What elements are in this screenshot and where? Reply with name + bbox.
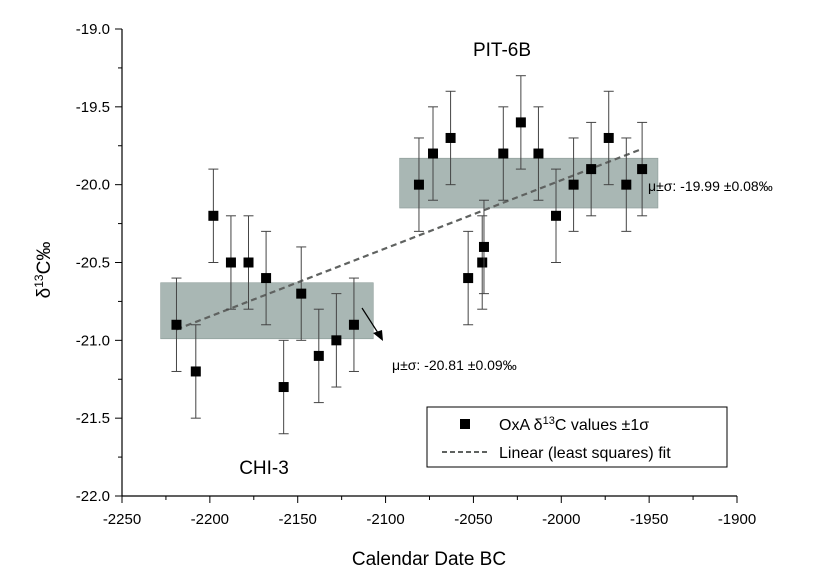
x-tick-label-7: -1900 <box>718 511 756 528</box>
data-point-7 <box>296 246 307 341</box>
y-tick-label-5: -21.5 <box>76 410 110 427</box>
data-point-10 <box>348 277 359 372</box>
marker-16 <box>478 241 489 252</box>
marker-6 <box>278 382 289 393</box>
y-axis-title-rest: C‰ <box>34 242 55 275</box>
fit-layer <box>176 147 643 331</box>
x-tick-label-1: -2200 <box>191 511 229 528</box>
marker-25 <box>637 164 648 175</box>
band-pit-6b <box>399 157 659 209</box>
legend-entry-values-suffix: C values ±1σ <box>555 417 649 434</box>
annotation-arrow <box>361 307 383 341</box>
marker-22 <box>586 164 597 175</box>
fit-line <box>176 147 643 331</box>
bands-layer <box>160 157 659 340</box>
marker-5 <box>261 273 272 284</box>
x-axis-title: Calendar Date BC <box>352 549 506 570</box>
legend-entry-fit: Linear (least squares) fit <box>499 445 671 462</box>
legend-entry-values-superscript: 13 <box>543 415 555 427</box>
data-point-1 <box>190 324 201 419</box>
marker-11 <box>413 179 424 190</box>
data-point-3 <box>225 215 236 310</box>
data-point-11 <box>413 137 424 232</box>
legend-box <box>426 406 728 468</box>
data-point-6 <box>278 339 289 435</box>
axes: -2250 -2200 -2150 -2100 -2050 -2000 -1950 -1900… <box>76 21 756 528</box>
data-point-8 <box>313 308 324 404</box>
x-tick-label-0: -2250 <box>103 511 141 528</box>
x-tick-label-4: -2050 <box>454 511 492 528</box>
data-point-14 <box>463 230 474 326</box>
data-point-9 <box>331 293 342 388</box>
data-point-22 <box>586 121 597 217</box>
label-pit-6b: PIT-6B <box>473 40 531 61</box>
y-tick-label-0: -19.0 <box>76 21 110 38</box>
marker-21 <box>568 179 579 190</box>
data-point-5 <box>261 230 272 326</box>
y-axis-title: δ13C‰ <box>32 242 55 299</box>
marker-20 <box>551 210 562 221</box>
data-point-12 <box>428 106 439 201</box>
data-point-24 <box>621 137 632 232</box>
data-point-4 <box>243 215 254 310</box>
y-tick-label-1: -19.5 <box>76 99 110 116</box>
marker-12 <box>428 148 439 159</box>
marker-7 <box>296 288 307 299</box>
marker-1 <box>190 366 201 377</box>
band-chi-3 <box>160 282 374 340</box>
data-point-25 <box>637 121 648 217</box>
legend: OxA δ13C values ±1σ Linear (least square… <box>426 406 728 468</box>
stat-pit-6b: μ±σ: -19.99 ±0.08‰ <box>648 178 773 194</box>
marker-2 <box>208 210 219 221</box>
data-point-0 <box>171 277 182 372</box>
marker-14 <box>463 273 474 284</box>
marker-18 <box>515 117 526 128</box>
legend-entry-values-prefix: OxA δ <box>499 417 543 434</box>
y-axis-title-superscript: 13 <box>32 274 46 288</box>
x-tick-label-6: -1950 <box>630 511 668 528</box>
data-point-13 <box>445 90 456 186</box>
marker-15 <box>477 257 488 268</box>
marker-19 <box>533 148 544 159</box>
data-point-19 <box>533 106 544 201</box>
data-point-15 <box>477 215 488 310</box>
legend-entry-values: OxA δ13C values ±1σ <box>499 415 649 434</box>
marker-3 <box>225 257 236 268</box>
y-tick-label-3: -20.5 <box>76 255 110 272</box>
data-point-2 <box>208 168 219 263</box>
x-tick-label-5: -2000 <box>542 511 580 528</box>
marker-9 <box>331 335 342 346</box>
data-point-21 <box>568 137 579 232</box>
data-point-20 <box>551 168 562 263</box>
x-tick-label-3: -2100 <box>366 511 404 528</box>
data-point-17 <box>498 106 509 201</box>
stat-chi-3: μ±σ: -20.81 ±0.09‰ <box>392 357 517 373</box>
label-chi-3: CHI-3 <box>239 458 289 479</box>
marker-13 <box>445 132 456 143</box>
points-layer <box>171 75 648 435</box>
legend-marker-square <box>460 419 470 429</box>
marker-23 <box>603 132 614 143</box>
marker-17 <box>498 148 509 159</box>
data-point-16 <box>478 199 489 295</box>
y-tick-label-2: -20.0 <box>76 177 110 194</box>
marker-24 <box>621 179 632 190</box>
y-tick-label-4: -21.0 <box>76 332 110 349</box>
x-tick-label-2: -2150 <box>279 511 317 528</box>
marker-0 <box>171 319 182 330</box>
marker-8 <box>313 350 324 361</box>
marker-10 <box>348 319 359 330</box>
marker-4 <box>243 257 254 268</box>
data-point-23 <box>603 90 614 186</box>
data-point-18 <box>515 75 526 170</box>
y-axis-title-delta: δ <box>34 288 55 299</box>
y-tick-label-6: -22.0 <box>76 488 110 505</box>
